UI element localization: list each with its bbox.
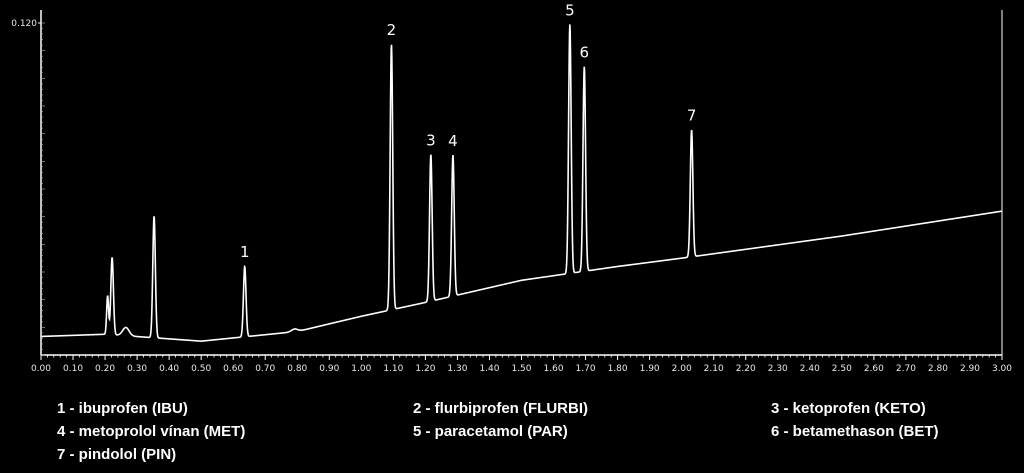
x-tick-label: 1.40 <box>479 364 499 374</box>
x-tick-label: 0.70 <box>255 364 275 374</box>
x-tick-label: 0.00 <box>31 364 51 374</box>
x-axis-ticks: 0.00 0.10 0.20 0.30 0.40 0.50 0.60 0.70 0.80 0.90… <box>31 355 1012 374</box>
peak-label: 2 <box>387 21 397 39</box>
y-axis-ticks: 0.120 <box>11 19 45 356</box>
legend-item-5: 5 - paracetamol (PAR) <box>413 423 568 440</box>
legend-item-7: 7 - pindolol (PIN) <box>57 446 177 463</box>
x-tick-label: 0.90 <box>319 364 339 374</box>
legend-item-1: 1 - ibuprofen (IBU) <box>57 400 188 417</box>
x-tick-label: 0.10 <box>63 364 83 374</box>
x-tick-label: 1.80 <box>608 364 628 374</box>
peak-label: 6 <box>580 44 590 62</box>
x-tick-label: 3.00 <box>992 364 1012 374</box>
x-tick-label: 2.50 <box>832 364 852 374</box>
x-tick-label: 0.80 <box>287 364 307 374</box>
x-tick-label: 2.10 <box>704 364 724 374</box>
chromatogram-trace <box>41 24 1003 342</box>
x-tick-label: 0.20 <box>95 364 115 374</box>
peak-label: 3 <box>426 132 436 150</box>
peak-label: 4 <box>448 132 458 150</box>
x-tick-label: 1.90 <box>640 364 660 374</box>
peak-label: 5 <box>565 1 575 19</box>
x-tick-label: 1.00 <box>351 364 371 374</box>
x-tick-label: 1.70 <box>576 364 596 374</box>
x-tick-label: 2.80 <box>928 364 948 374</box>
x-tick-label: 2.30 <box>768 364 788 374</box>
x-tick-label: 0.30 <box>127 364 147 374</box>
x-tick-label: 2.20 <box>736 364 756 374</box>
axes <box>40 10 1003 356</box>
x-tick-label: 0.60 <box>223 364 243 374</box>
x-tick-label: 0.50 <box>191 364 211 374</box>
x-tick-label: 1.10 <box>383 364 403 374</box>
x-tick-label: 1.60 <box>544 364 564 374</box>
legend-item-4: 4 - metoprolol vínan (MET) <box>57 423 246 440</box>
x-tick-label: 0.40 <box>159 364 179 374</box>
legend-item-3: 3 - ketoprofen (KETO) <box>771 400 926 417</box>
legend-item-2: 2 - flurbiprofen (FLURBI) <box>413 400 588 417</box>
x-tick-label: 2.60 <box>864 364 884 374</box>
x-tick-label: 1.20 <box>415 364 435 374</box>
peak-label: 7 <box>687 107 697 125</box>
x-tick-label: 2.70 <box>896 364 916 374</box>
legend-item-6: 6 - betamethason (BET) <box>771 423 939 440</box>
x-tick-label: 2.40 <box>800 364 820 374</box>
peak-labels: 1 2 3 4 5 6 7 <box>240 1 696 261</box>
x-tick-label: 1.50 <box>511 364 531 374</box>
legend: 1 - ibuprofen (IBU) 2 - flurbiprofen (FL… <box>0 394 1024 473</box>
chromatogram-chart: 0.00 0.10 0.20 0.30 0.40 0.50 0.60 0.70 0.80 0.90… <box>11 1 1012 374</box>
x-tick-label: 2.90 <box>960 364 980 374</box>
x-tick-label: 2.00 <box>672 364 692 374</box>
x-tick-label: 1.30 <box>447 364 467 374</box>
y-tick-label: 0.120 <box>11 19 37 29</box>
peak-label: 1 <box>240 243 250 261</box>
